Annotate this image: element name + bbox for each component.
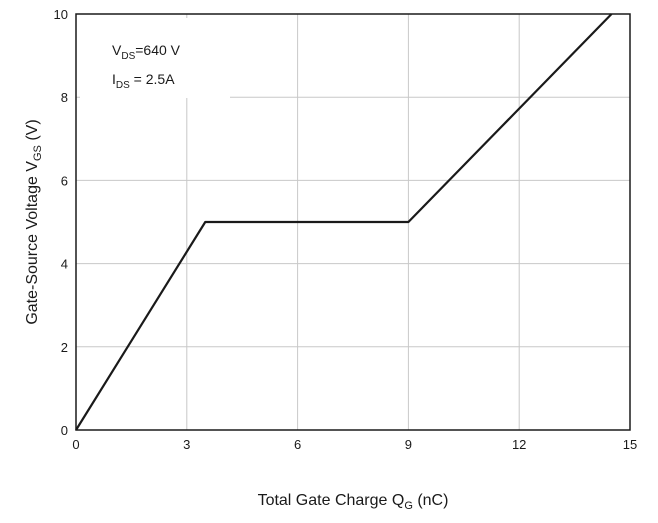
y-tick-label-4: 8	[61, 90, 68, 105]
y-tick-label-0: 0	[61, 423, 68, 438]
y-tick-label-1: 2	[61, 340, 68, 355]
annotation-box: VDS=640 V IDS = 2.5A	[80, 18, 230, 98]
y-tick-labels: 0 2 4 6 8 10	[54, 7, 68, 438]
y-tick-label-2: 4	[61, 257, 68, 272]
x-axis-label: Total Gate Charge QG (nC)	[258, 492, 449, 512]
series-line-0	[75, 13, 613, 431]
y-axis-label: Gate-Source Voltage VGS (V)	[24, 119, 44, 324]
plot-frame	[75, 13, 631, 431]
x-tick-label-3: 9	[405, 437, 412, 452]
x-tick-label-2: 6	[294, 437, 301, 452]
x-tick-label-1: 3	[183, 437, 190, 452]
annotation-ids: IDS = 2.5A	[112, 71, 175, 91]
series	[75, 13, 613, 431]
x-tick-label-4: 12	[512, 437, 526, 452]
x-tick-label-5: 15	[623, 437, 637, 452]
y-tick-label-5: 10	[54, 7, 68, 22]
annotation-background	[80, 18, 230, 98]
x-tick-label-0: 0	[72, 437, 79, 452]
x-tick-labels: 0 3 6 9 12 15	[72, 437, 637, 452]
annotation-vds: VDS=640 V	[112, 42, 181, 62]
y-tick-label-3: 6	[61, 173, 68, 188]
